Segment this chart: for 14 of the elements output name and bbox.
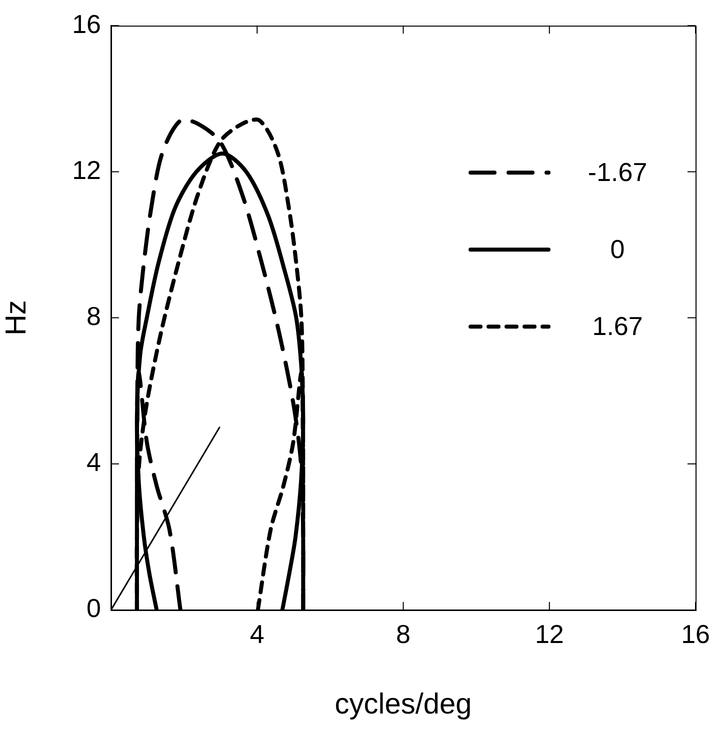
x-tick-label: 8	[396, 618, 411, 649]
x-axis-title: cycles/deg	[334, 688, 472, 721]
y-tick-label: 8	[86, 300, 101, 331]
y-axis-title: Hz	[0, 300, 32, 336]
y-tick-label: 0	[86, 593, 101, 624]
x-tick-label: 4	[250, 618, 264, 649]
y-tick-label: 4	[86, 447, 101, 478]
x-tick-label: 12	[534, 618, 564, 649]
legend-label: 1.67	[592, 310, 643, 341]
legend-label: 0	[610, 234, 625, 264]
y-tick-label: 12	[72, 154, 101, 185]
legend-label: -1.67	[588, 156, 648, 187]
x-tick-label: 16	[681, 618, 710, 649]
y-tick-label: 16	[72, 8, 101, 39]
